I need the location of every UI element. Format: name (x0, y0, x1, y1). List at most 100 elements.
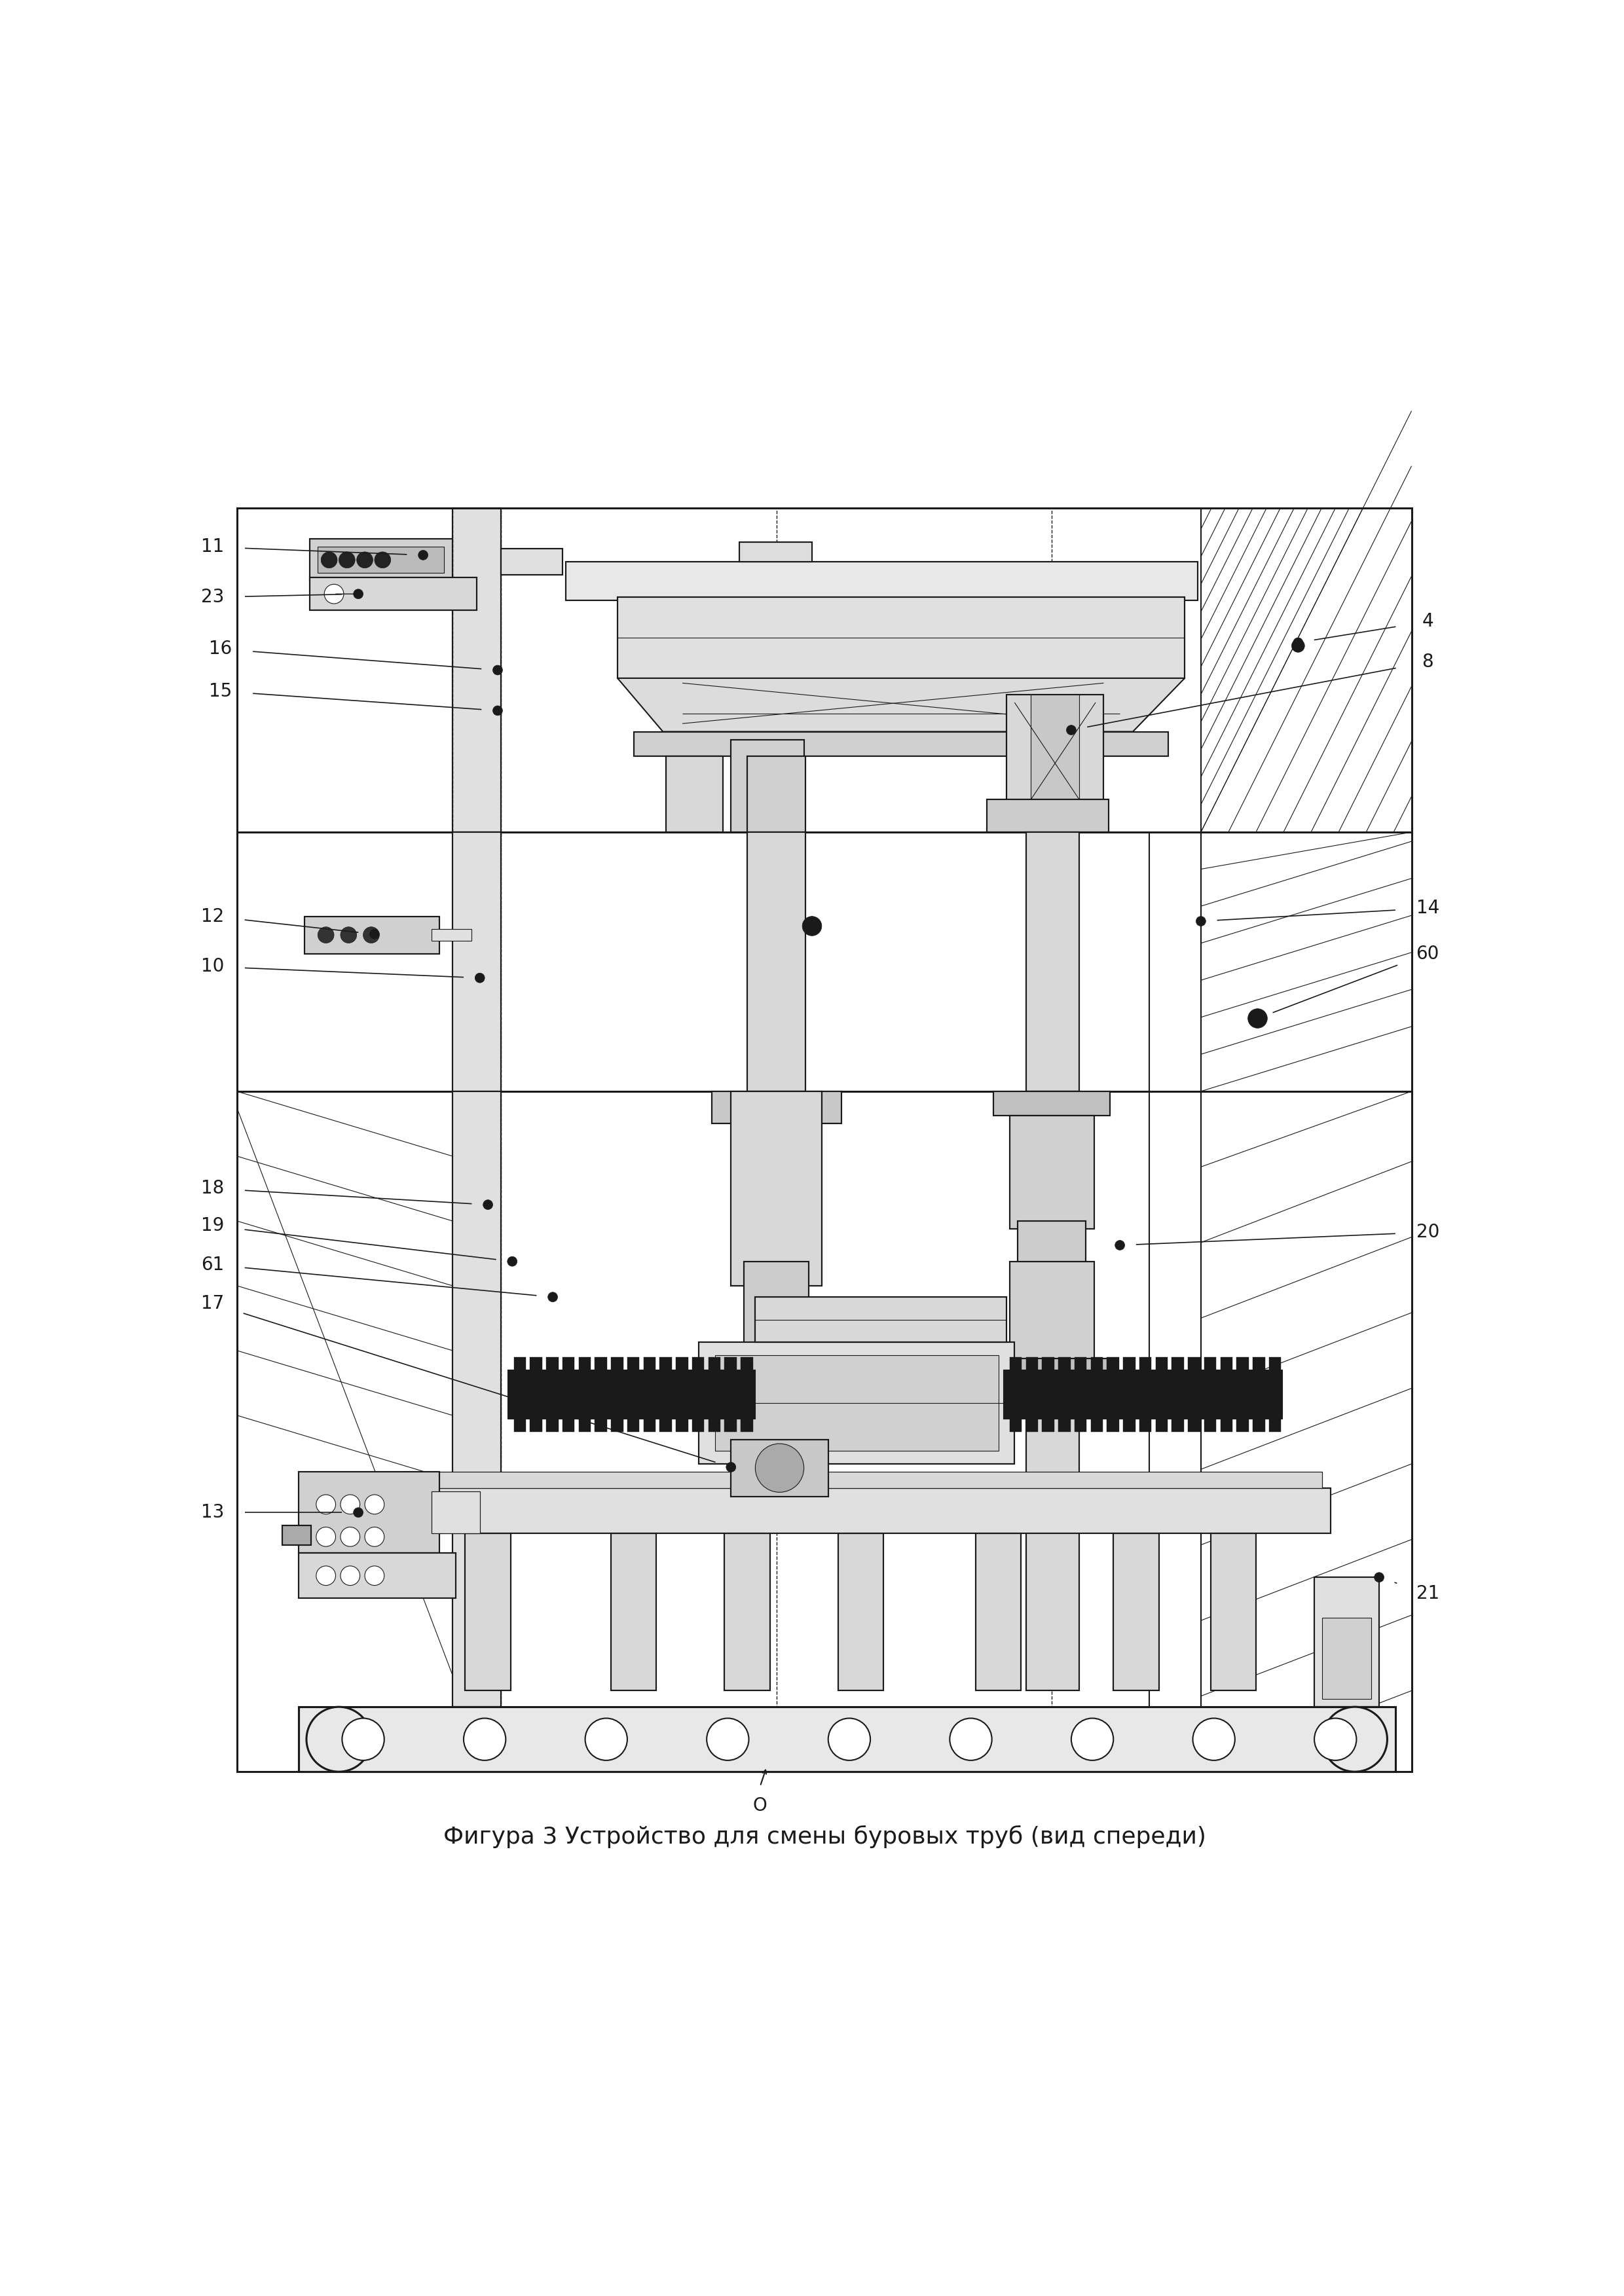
Bar (731, 1440, 828, 1497)
Bar (692, 1357, 705, 1371)
Bar (994, 1091, 1111, 1116)
Bar (432, 930, 471, 941)
Bar (1026, 831, 1080, 1091)
Bar (427, 1472, 1322, 1488)
Circle shape (726, 1463, 736, 1472)
Text: 14: 14 (1416, 900, 1439, 918)
Bar (611, 1534, 656, 1690)
Bar (747, 755, 806, 831)
Bar (310, 579, 476, 611)
Bar (1018, 1221, 1086, 1270)
Text: 19: 19 (201, 1217, 224, 1235)
Bar (1220, 1357, 1233, 1371)
Bar (1140, 1357, 1151, 1371)
Bar (513, 1419, 526, 1430)
Bar (1236, 1357, 1249, 1371)
Bar (310, 540, 451, 581)
Circle shape (341, 928, 357, 944)
Bar (1026, 831, 1080, 1091)
Circle shape (341, 1527, 361, 1548)
Bar (711, 1091, 841, 1123)
Bar (1114, 1534, 1160, 1690)
Bar (529, 1419, 542, 1430)
Circle shape (1322, 1706, 1387, 1773)
Bar (1010, 1357, 1021, 1371)
Circle shape (585, 1717, 627, 1761)
Bar (500, 549, 562, 574)
Bar (318, 546, 445, 574)
Bar (1314, 1577, 1379, 1706)
Bar (724, 1534, 770, 1690)
Bar (578, 1357, 591, 1371)
Bar (1010, 1261, 1095, 1366)
Bar (724, 1357, 737, 1371)
Circle shape (1293, 638, 1302, 647)
Text: 16: 16 (209, 641, 232, 659)
Circle shape (354, 1508, 364, 1518)
Bar (310, 579, 476, 611)
Bar (283, 1525, 312, 1545)
Bar (692, 1419, 705, 1430)
Circle shape (317, 1566, 336, 1587)
Bar (741, 1419, 754, 1430)
Bar (305, 916, 440, 953)
Circle shape (1247, 1008, 1267, 1029)
Bar (464, 1534, 510, 1690)
Bar (1018, 1221, 1086, 1270)
Bar (611, 1419, 624, 1430)
Bar (451, 1091, 500, 1706)
Bar (643, 1419, 656, 1430)
Bar (1059, 1357, 1070, 1371)
Bar (1140, 1419, 1151, 1430)
Circle shape (365, 1495, 385, 1513)
Circle shape (339, 551, 356, 567)
Bar (305, 916, 440, 953)
Text: 60: 60 (1416, 944, 1439, 962)
Circle shape (1252, 1013, 1262, 1024)
Bar (283, 1525, 312, 1545)
Bar (617, 597, 1184, 677)
Circle shape (1067, 726, 1077, 735)
Circle shape (357, 551, 374, 567)
Circle shape (1072, 1717, 1114, 1761)
Circle shape (318, 928, 335, 944)
Bar (1075, 1419, 1086, 1430)
Bar (1026, 1357, 1038, 1371)
Bar (1007, 693, 1104, 831)
Text: 21: 21 (1416, 1584, 1439, 1603)
Bar (731, 1091, 822, 1286)
Bar (1108, 1357, 1119, 1371)
Bar (299, 1472, 440, 1552)
Bar (464, 1534, 510, 1690)
Bar (1124, 1419, 1135, 1430)
Bar (991, 1359, 1114, 1407)
Text: 18: 18 (201, 1180, 224, 1199)
Bar (411, 1488, 1330, 1534)
Bar (500, 549, 562, 574)
Circle shape (341, 1566, 361, 1587)
Bar (611, 1357, 624, 1371)
Bar (739, 542, 812, 563)
Bar (1252, 1357, 1265, 1371)
Circle shape (1374, 1573, 1384, 1582)
Bar (755, 1297, 1007, 1343)
Text: 11: 11 (201, 537, 224, 556)
Bar (724, 1534, 770, 1690)
Circle shape (706, 1717, 749, 1761)
Circle shape (755, 1444, 804, 1492)
Bar (1091, 1357, 1103, 1371)
Bar (1220, 1419, 1233, 1430)
Bar (1108, 1419, 1119, 1430)
Bar (611, 1534, 656, 1690)
Circle shape (307, 1706, 372, 1773)
Bar (310, 540, 451, 581)
Bar (708, 1419, 721, 1430)
Text: 20: 20 (1416, 1224, 1439, 1242)
Circle shape (828, 1717, 870, 1761)
Circle shape (1192, 1717, 1234, 1761)
Bar (1322, 1619, 1371, 1699)
Text: 10: 10 (201, 957, 224, 976)
Circle shape (1195, 916, 1205, 925)
Bar (299, 1472, 440, 1552)
Bar (744, 1261, 809, 1414)
